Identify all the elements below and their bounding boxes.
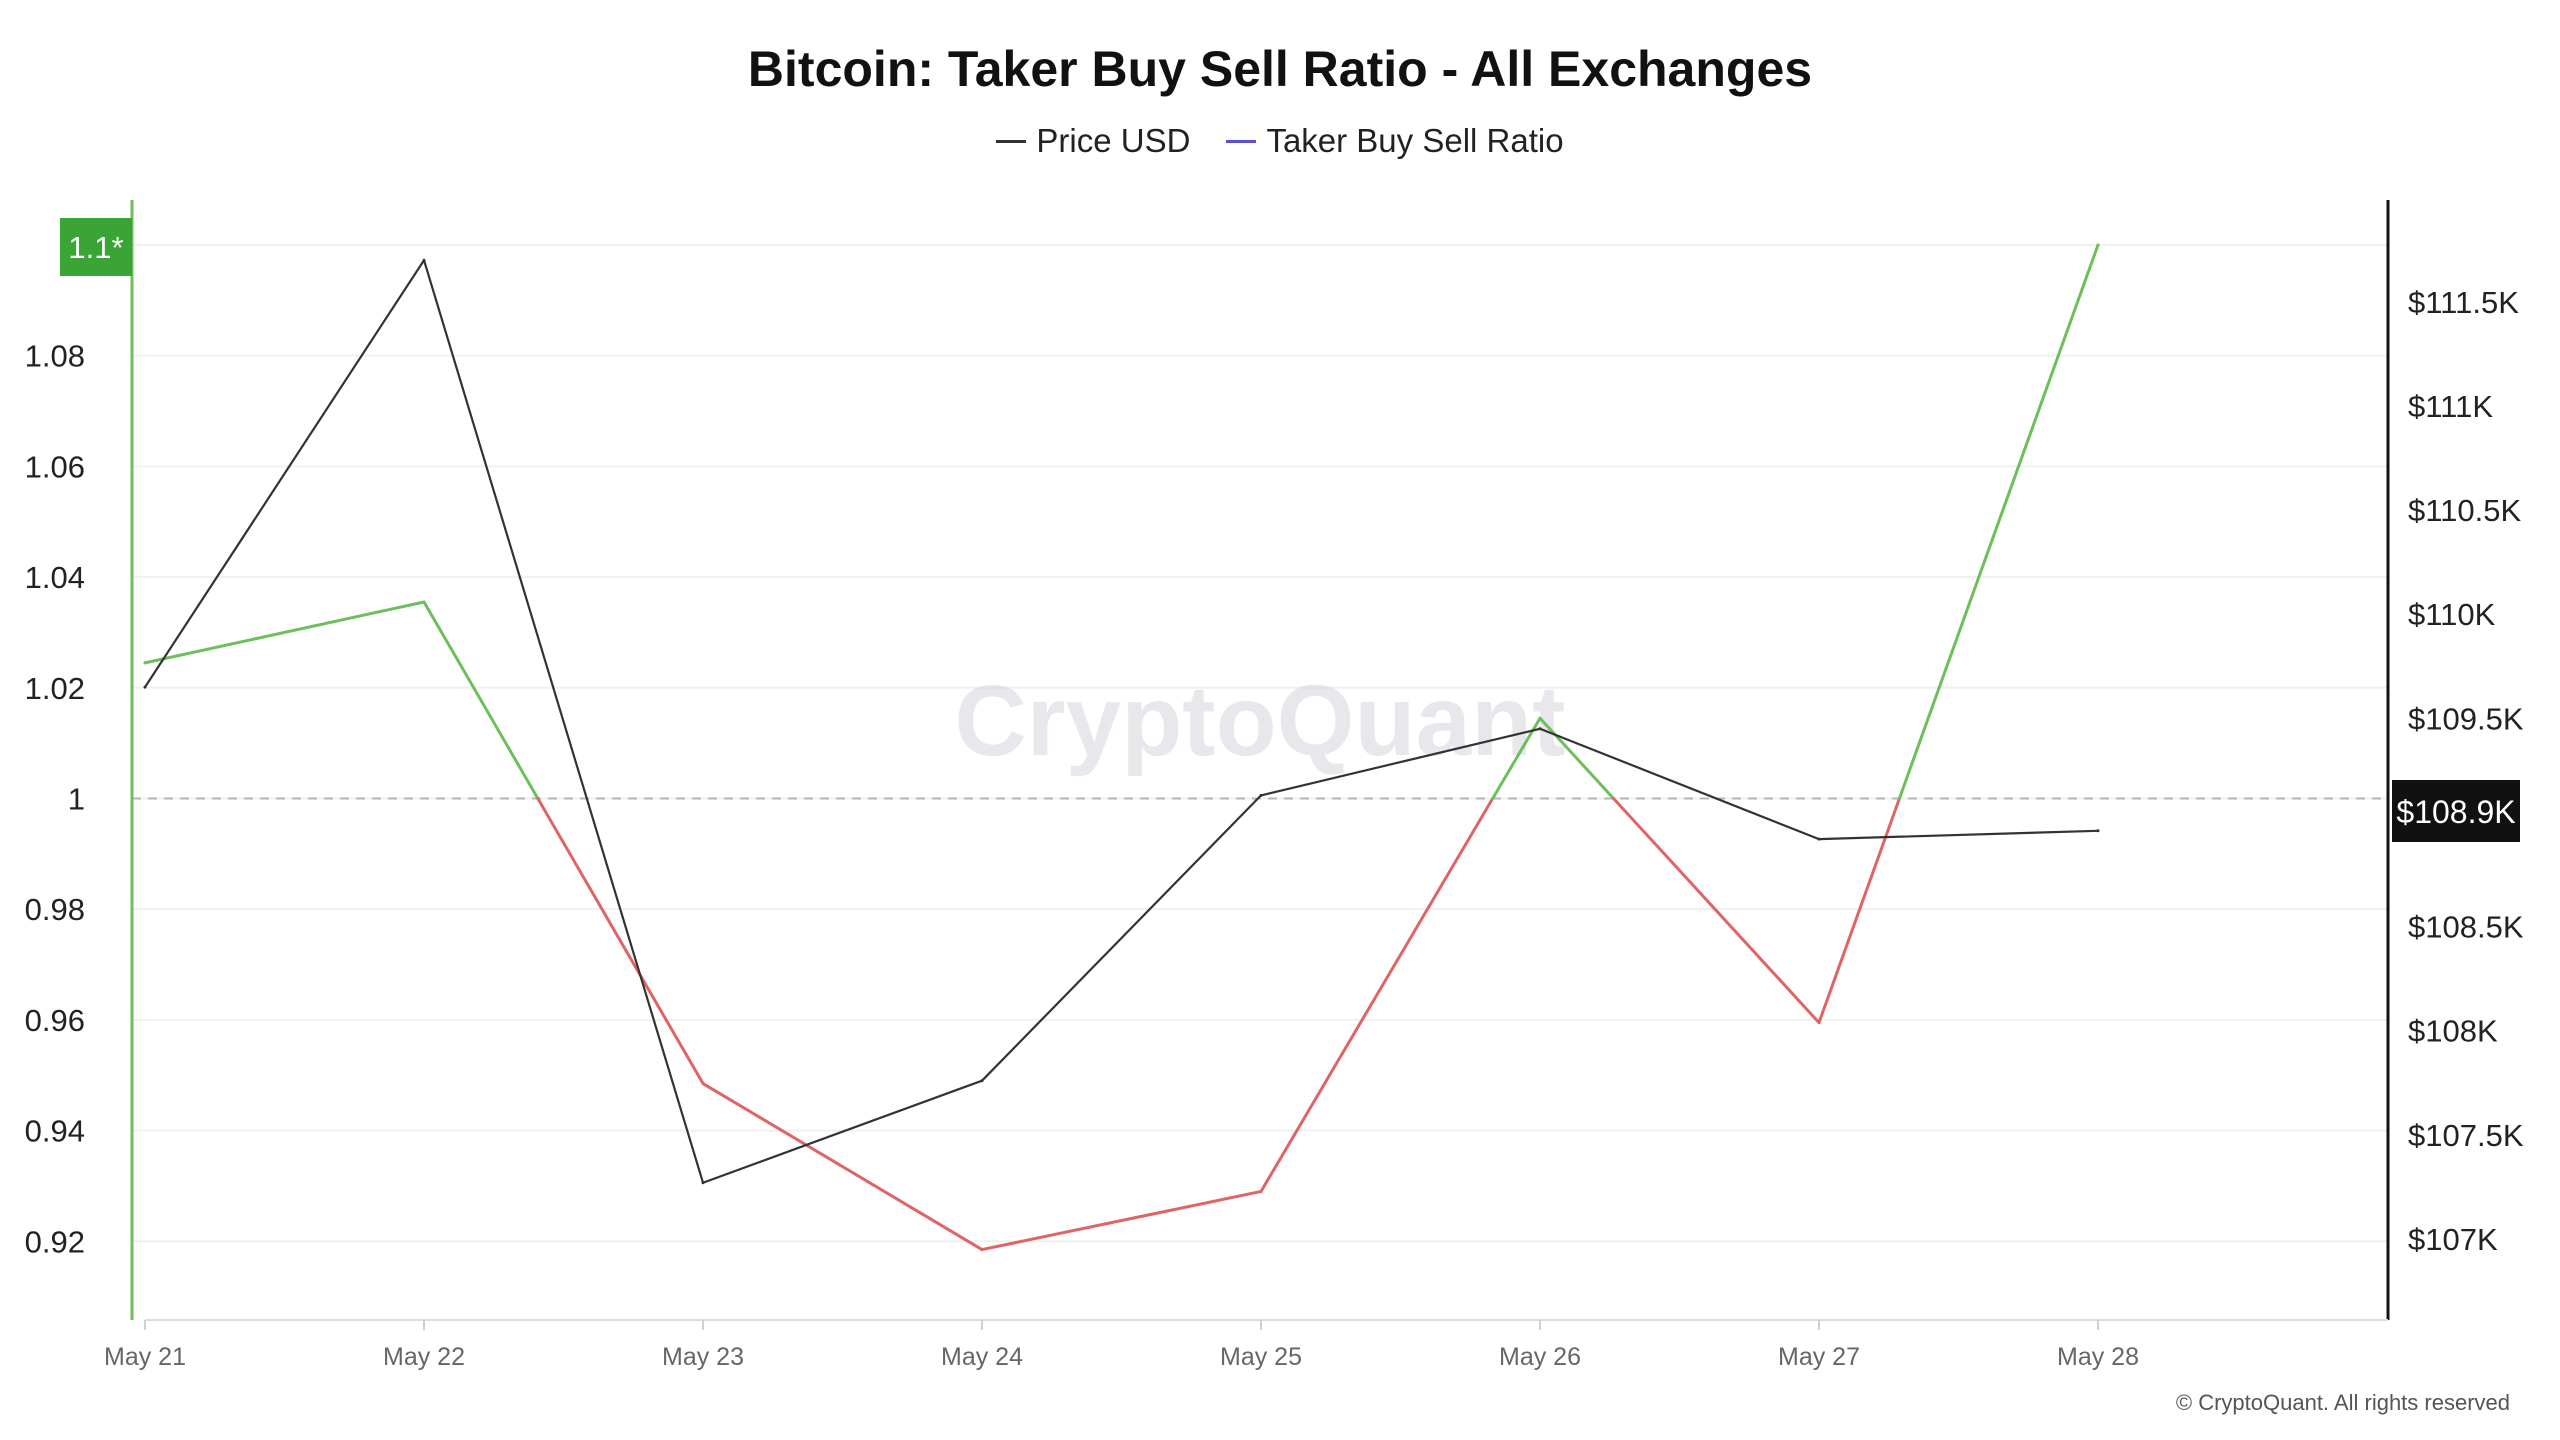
left-tick-label: 0.94: [25, 1114, 85, 1149]
price-series: [143, 258, 2100, 1185]
x-tick-label: May 25: [1220, 1343, 1302, 1371]
x-tick-label: May 24: [941, 1343, 1023, 1371]
right-tick-label: $109.5K: [2408, 701, 2524, 736]
ratio-line-segment: [1259, 796, 1495, 1193]
ratio-line-segment: [536, 796, 705, 1086]
x-axis-ticks: May 21 May 22 May 23 May 24 May 25 May 26 May …: [104, 1320, 2139, 1371]
ratio-point: [1538, 716, 1542, 720]
right-axis-ticks: $107K$107.5K$108K$108.5K$109K$109.5K$110…: [2408, 285, 2524, 1257]
price-point: [143, 685, 147, 689]
ratio-series: [143, 243, 2100, 1252]
x-tick-label: May 23: [662, 1343, 744, 1371]
right-tick-label: $111.5K: [2408, 285, 2519, 320]
right-badge-label: $108.9K: [2396, 794, 2515, 830]
left-tick-label: 0.96: [25, 1003, 85, 1038]
ratio-point: [1817, 1021, 1821, 1025]
right-tick-label: $108K: [2408, 1014, 2498, 1049]
left-tick-label: 0.98: [25, 892, 85, 927]
x-tick-label: May 27: [1778, 1343, 1860, 1371]
right-tick-label: $110.5K: [2408, 493, 2522, 528]
legend-item-ratio[interactable]: Taker Buy Sell Ratio: [1226, 122, 1564, 160]
right-axis-current-badge: $108.9K: [2392, 780, 2520, 842]
legend-swatch-ratio: [1226, 139, 1257, 143]
left-tick-label: 0.92: [25, 1224, 85, 1259]
ratio-line-segment: [1612, 796, 1821, 1025]
left-tick-label: 1.06: [25, 449, 85, 484]
ratio-point: [980, 1248, 984, 1252]
legend-label-price: Price USD: [1036, 122, 1191, 159]
left-tick-label: 1.08: [25, 339, 85, 374]
ratio-point: [143, 661, 147, 665]
ratio-line-segment: [422, 600, 540, 800]
left-axis-current-badge: 1.1*: [60, 218, 132, 276]
left-tick-label: 1.02: [25, 671, 85, 706]
right-tick-label: $108.5K: [2408, 910, 2524, 945]
ratio-line-segment: [980, 1189, 1263, 1252]
price-point: [422, 258, 426, 262]
ratio-line-segment: [1538, 716, 1616, 800]
price-point: [701, 1181, 705, 1185]
right-tick-label: $107.5K: [2408, 1118, 2524, 1153]
legend-label-ratio: Taker Buy Sell Ratio: [1266, 122, 1564, 159]
right-tick-label: $107K: [2408, 1222, 2498, 1257]
legend-swatch-price: [996, 139, 1027, 143]
left-tick-label: 1: [68, 781, 85, 816]
price-line: [144, 259, 2099, 1184]
price-point: [1259, 793, 1263, 797]
right-tick-label: $110K: [2408, 597, 2496, 632]
axes: [130, 200, 2390, 1321]
ratio-line-segment: [143, 600, 426, 665]
right-tick-label: $111K: [2408, 389, 2493, 424]
price-point: [2096, 829, 2100, 833]
ratio-line-segment: [1897, 243, 2100, 800]
price-point: [1538, 727, 1542, 731]
ratio-point: [1259, 1189, 1263, 1193]
x-tick-label: May 22: [383, 1343, 465, 1371]
x-tick-label: May 21: [104, 1343, 186, 1371]
right-badge-bg: [2392, 780, 2520, 842]
left-badge-label: 1.1*: [68, 230, 123, 265]
left-badge-bg: [60, 218, 132, 276]
copyright: © CryptoQuant. All rights reserved: [2176, 1390, 2510, 1415]
x-tick-label: May 26: [1499, 1343, 1581, 1371]
legend: Price USD Taker Buy Sell Ratio: [0, 122, 2560, 160]
watermark: CryptoQuant: [954, 665, 1565, 777]
ratio-point: [701, 1082, 705, 1086]
price-point: [1817, 837, 1821, 841]
x-tick-label: May 28: [2057, 1343, 2139, 1371]
chart-title: Bitcoin: Taker Buy Sell Ratio - All Exch…: [747, 41, 1813, 97]
left-axis-ticks: 0.92 0.94 0.96 0.98 1 1.02 1.04 1.06 1.08: [25, 339, 85, 1260]
ratio-point: [422, 600, 426, 604]
ratio-line-segment: [1817, 796, 1901, 1025]
ratio-point: [2096, 243, 2100, 247]
legend-item-price[interactable]: Price USD: [996, 122, 1190, 160]
left-tick-label: 1.04: [25, 560, 85, 595]
ratio-line-segment: [701, 1082, 984, 1252]
price-point: [980, 1079, 984, 1083]
